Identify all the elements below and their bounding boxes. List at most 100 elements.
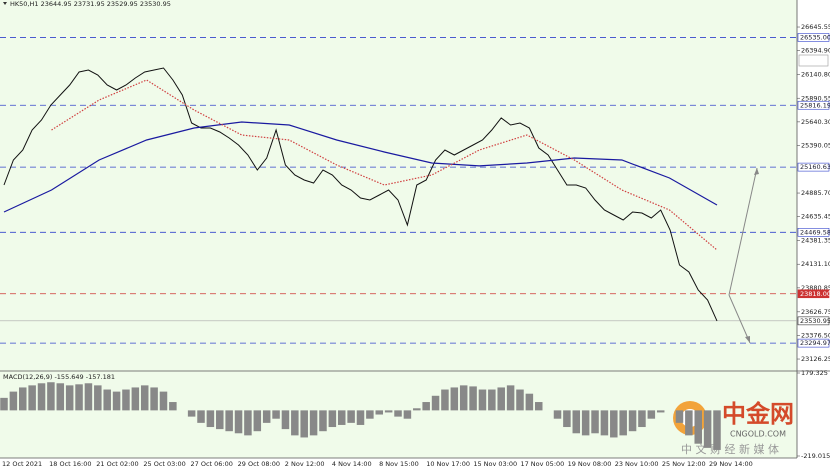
macd-bar <box>309 410 318 436</box>
level-label: 24469.58 <box>800 228 830 236</box>
price-line <box>3 67 718 322</box>
level-box <box>797 162 830 172</box>
x-tick-label: 19 Nov 08:00 <box>568 460 612 468</box>
macd-bar <box>525 393 534 411</box>
y-tick-label: 24885.70 <box>801 189 830 197</box>
macd-bar <box>469 386 477 411</box>
level-label: 25160.63 <box>800 163 830 171</box>
macd-bar <box>28 385 36 411</box>
macd-bar <box>291 410 299 436</box>
y-tick-label: 25890.55 <box>801 94 830 102</box>
macd-bar <box>159 391 168 411</box>
macd-bar <box>197 410 205 423</box>
x-tick-label: 17 Nov 05:00 <box>520 460 564 468</box>
macd-bar <box>685 410 693 436</box>
macd-bar <box>713 410 721 450</box>
macd-tick-label: 179.325 <box>801 369 828 377</box>
projection-up <box>728 167 758 296</box>
current-price-label: 23530.95 <box>800 317 830 325</box>
scale-button[interactable] <box>798 54 829 67</box>
macd-bar <box>563 410 571 428</box>
macd-bar <box>150 387 158 411</box>
macd-bar <box>281 410 290 430</box>
menu-arrow[interactable] <box>3 2 7 5</box>
macd-bar <box>610 410 618 438</box>
macd-bar <box>488 389 496 411</box>
x-tick-label: 10 Nov 17:00 <box>426 460 470 468</box>
macd-bar <box>216 410 224 430</box>
level-label: 23294.97 <box>800 339 830 347</box>
macd-bar <box>638 410 646 428</box>
macd-bar <box>656 410 665 413</box>
macd-bar <box>65 385 74 411</box>
macd-bar <box>647 410 656 419</box>
macd-bar <box>366 410 374 419</box>
macd-bar <box>337 410 346 425</box>
level-box <box>797 100 830 110</box>
macd-bar <box>450 387 459 411</box>
macd-bar <box>478 389 487 411</box>
macd-bar <box>394 410 402 417</box>
level-box <box>797 338 830 348</box>
macd-bar <box>694 410 702 444</box>
plot-background <box>0 0 797 458</box>
header: HK50,H1 23644.95 23731.95 23529.95 23530… <box>10 0 171 8</box>
macd-bar <box>347 410 355 423</box>
plot-layer <box>0 37 797 344</box>
macd-bar <box>600 410 609 436</box>
x-tick-label: 15 Nov 03:00 <box>473 460 517 468</box>
macd-bar <box>506 385 515 411</box>
macd-bar <box>300 410 308 438</box>
macd-bar <box>403 410 412 419</box>
ohlc: 23529.95 <box>107 0 138 8</box>
y-tick-label: 25390.05 <box>801 141 830 149</box>
ohlc: 23644.95 <box>41 0 72 8</box>
macd-bar <box>103 389 111 411</box>
macd-bar <box>0 397 8 411</box>
macd-bar <box>140 385 149 411</box>
y-tick-label: 23376.50 <box>801 331 830 339</box>
x-tick-label: 25 Oct 03:00 <box>143 460 185 468</box>
x-tick-label: 27 Oct 06:00 <box>191 460 233 468</box>
macd-bar <box>516 389 524 411</box>
y-tick-label: 23126.25 <box>801 355 830 363</box>
macd-bar <box>413 408 421 411</box>
macd-bar <box>384 410 393 413</box>
macd-bar <box>75 384 83 411</box>
macd-bar <box>169 402 177 411</box>
macd-bar <box>628 410 637 432</box>
y-tick-label: 23626.75 <box>801 308 830 316</box>
macd-tick-label: -219.015 <box>801 452 830 460</box>
macd-bar <box>375 410 384 415</box>
macd-bar <box>262 410 271 423</box>
price-line <box>51 79 718 251</box>
macd-bar <box>56 383 65 411</box>
level-box <box>797 228 830 237</box>
level-label: 26535.00 <box>800 33 830 41</box>
y-tick-label: 23880.85 <box>801 284 830 292</box>
macd-bar <box>591 410 599 434</box>
x-tick-label: 2 Nov 12:00 <box>285 460 325 468</box>
x-tick-label: 12 Oct 2021 <box>2 460 42 468</box>
macd-bar <box>19 387 27 411</box>
x-tick-label: 29 Nov 14:00 <box>709 460 753 468</box>
macd-bar <box>244 410 252 436</box>
macd-bar <box>122 389 130 411</box>
macd-bar <box>37 383 46 411</box>
macd-bar <box>225 410 233 432</box>
macd-bar <box>131 387 140 411</box>
y-tick-label: 24381.35 <box>801 237 830 245</box>
macd-bar <box>272 410 280 419</box>
macd-bar <box>553 410 562 419</box>
ohlc: 23731.95 <box>74 0 105 8</box>
macd-bar <box>619 410 627 436</box>
x-tick-label: 4 Nov 14:00 <box>332 460 372 468</box>
macd-name: MACD(12,26,9) <box>3 373 52 381</box>
y-tick-label: 24131.10 <box>801 260 830 268</box>
ohlc: 23530.95 <box>140 0 171 8</box>
macd-bar <box>206 410 215 428</box>
x-tick-label: 21 Oct 02:00 <box>96 460 138 468</box>
arrow-head <box>754 168 759 175</box>
macd-bar <box>319 410 327 432</box>
